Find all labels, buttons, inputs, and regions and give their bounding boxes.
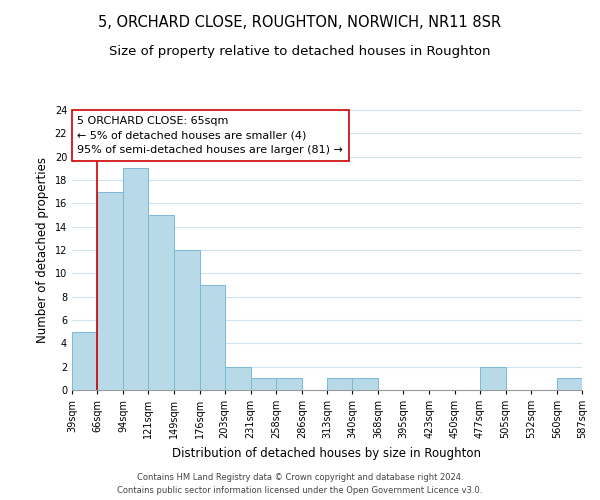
Bar [148, 215, 175, 390]
Bar [479, 366, 506, 390]
X-axis label: Distribution of detached houses by size in Roughton: Distribution of detached houses by size … [173, 446, 482, 460]
Bar [251, 378, 276, 390]
Text: 5, ORCHARD CLOSE, ROUGHTON, NORWICH, NR11 8SR: 5, ORCHARD CLOSE, ROUGHTON, NORWICH, NR1… [98, 15, 502, 30]
Bar [327, 378, 352, 390]
Bar [72, 332, 97, 390]
Text: 5 ORCHARD CLOSE: 65sqm
← 5% of detached houses are smaller (4)
95% of semi-detac: 5 ORCHARD CLOSE: 65sqm ← 5% of detached … [77, 116, 343, 155]
Bar [276, 378, 302, 390]
Text: Size of property relative to detached houses in Roughton: Size of property relative to detached ho… [109, 45, 491, 58]
Bar [175, 250, 199, 390]
Bar [123, 168, 148, 390]
Bar [224, 366, 251, 390]
Bar [557, 378, 582, 390]
Y-axis label: Number of detached properties: Number of detached properties [36, 157, 49, 343]
Text: Contains HM Land Registry data © Crown copyright and database right 2024.
Contai: Contains HM Land Registry data © Crown c… [118, 474, 482, 495]
Bar [199, 285, 224, 390]
Bar [352, 378, 378, 390]
Bar [97, 192, 123, 390]
